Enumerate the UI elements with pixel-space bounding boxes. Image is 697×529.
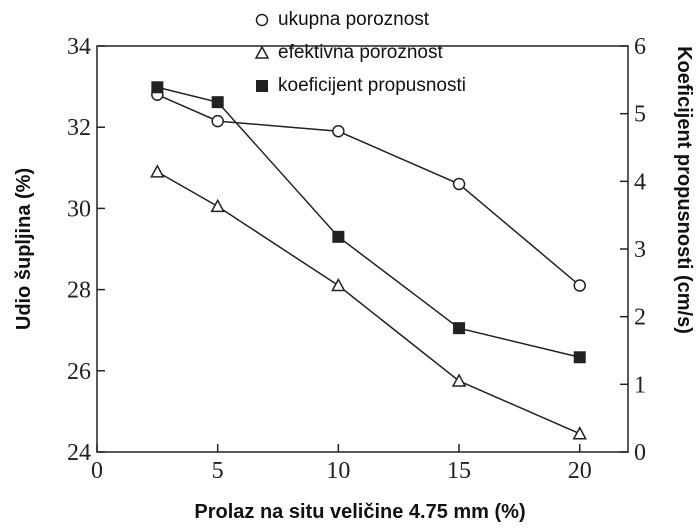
marker xyxy=(573,351,586,364)
y2-tick-label: 5 xyxy=(634,102,646,128)
y-tick-label: 28 xyxy=(67,278,91,304)
x-tick-label: 15 xyxy=(447,458,471,484)
x-tick-label: 10 xyxy=(326,458,350,484)
plot-frame xyxy=(96,45,629,453)
y2-tick-label: 4 xyxy=(634,169,646,195)
marker xyxy=(151,81,164,94)
y2-tick-label: 3 xyxy=(634,237,646,263)
y-tick-label: 34 xyxy=(67,34,91,60)
marker xyxy=(211,96,224,109)
marker xyxy=(453,322,466,335)
legend-label: efektivna poroznost xyxy=(278,42,443,63)
legend-marker xyxy=(255,13,269,27)
legend-marker xyxy=(254,45,270,59)
y-tick-label: 32 xyxy=(67,115,91,141)
marker xyxy=(452,177,466,191)
marker xyxy=(210,198,225,213)
x-tick-label: 20 xyxy=(568,458,592,484)
legend-marker xyxy=(256,80,268,92)
legend-label: ukupna poroznost xyxy=(278,9,430,30)
marker xyxy=(332,125,345,138)
y2-tick-label: 2 xyxy=(634,305,646,331)
legend-label: koeficijent propusnosti xyxy=(278,75,466,96)
y-axis-label: Udio šupljina (%) xyxy=(13,168,35,330)
y2-axis-label: Koeficijent propusnosti (cm/s) xyxy=(673,46,695,334)
series-line xyxy=(157,86,580,358)
x-tick-label: 5 xyxy=(212,458,224,484)
y2-tick-label: 0 xyxy=(634,440,646,466)
x-axis-label: Prolaz na situ veličine 4.75 mm (%) xyxy=(194,501,525,523)
y-tick-label: 26 xyxy=(67,359,91,385)
y2-tick-label: 1 xyxy=(634,372,646,398)
marker xyxy=(573,279,586,292)
marker xyxy=(331,277,346,292)
y-tick-label: 24 xyxy=(67,440,91,466)
y-tick-label: 30 xyxy=(67,196,91,222)
x-tick-label: 0 xyxy=(91,458,103,484)
marker xyxy=(150,164,165,178)
marker xyxy=(332,230,345,243)
y2-tick-label: 6 xyxy=(634,34,646,60)
marker xyxy=(451,373,467,387)
marker xyxy=(211,114,224,128)
marker xyxy=(572,426,587,440)
